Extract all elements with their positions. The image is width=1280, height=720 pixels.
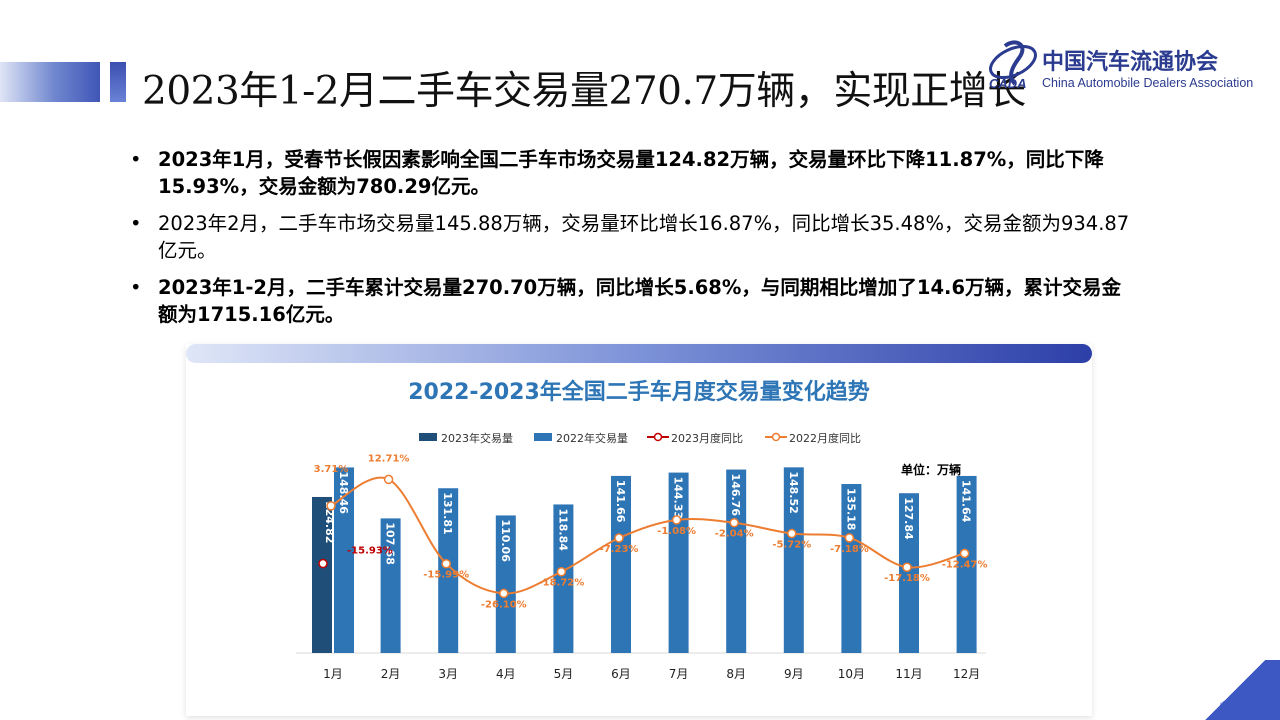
legend-marker <box>771 432 781 442</box>
bullet-dot: • <box>130 276 142 299</box>
bar-2023 <box>312 496 332 653</box>
legend-label: 2023年交易量 <box>441 431 513 445</box>
line-2022-point <box>787 528 797 539</box>
x-tick-label: 4月 <box>496 667 516 681</box>
line-2023-value-label: -15.93% <box>347 546 393 557</box>
line-2022-value-label: -7.23% <box>600 544 639 555</box>
legend-swatch <box>534 433 552 441</box>
bar-2022 <box>841 484 862 653</box>
chart-header-decor <box>186 344 1092 363</box>
x-tick-label: 8月 <box>726 667 746 681</box>
corner-decor <box>1190 660 1280 720</box>
line-2022-value-label: 3.71% <box>314 464 349 475</box>
bullet-text: 2023年1-2月，二手车累计交易量270.70万辆，同比增长5.68%，与同期… <box>158 276 1122 326</box>
line-2022-value-label: -5.72% <box>772 540 811 551</box>
bar-2022 <box>611 475 631 653</box>
cada-logo-mark-text: CADA <box>989 76 1027 91</box>
bar-2022-value-label: 110.06 <box>499 519 512 562</box>
line-2022-point <box>556 566 567 577</box>
bullet-dot: • <box>130 212 142 235</box>
unit-label: 单位：万辆 <box>901 462 961 477</box>
monthly-volume-chart: 2022-2023年全国二手车月度交易量变化趋势 2023年交易量 2022年交易… <box>296 379 988 681</box>
cada-logo-icon: CADA <box>989 40 1037 91</box>
line-2022-point <box>326 501 336 511</box>
line-2022-value-label: -12.47% <box>942 559 988 570</box>
line-2022-value-label: -17.18% <box>884 573 930 584</box>
bar-2022-value-label: 146.76 <box>729 474 742 517</box>
line-2022-value-label: 12.71% <box>368 453 410 464</box>
bullet-text: 2023年2月，二手车市场交易量145.88万辆，交易量环比增长16.87%，同… <box>158 212 1130 262</box>
bar-2022-value-label: 144.33 <box>672 477 685 519</box>
bar-2022-value-label: 141.64 <box>960 480 973 523</box>
legend-label: 2023月度同比 <box>671 431 743 445</box>
line-2022-value-label: -2.04% <box>715 529 754 540</box>
x-tick-label: 3月 <box>438 667 458 681</box>
bar-2022 <box>334 467 354 653</box>
bar-2022-value-label: 127.84 <box>902 497 915 540</box>
legend-marker <box>653 432 663 442</box>
line-2023-point <box>318 558 328 569</box>
bar-2022-value-label: 118.84 <box>556 508 569 551</box>
line-2022-point <box>614 533 624 543</box>
title-decor-accent <box>110 62 126 102</box>
bar-2022-value-label: 131.81 <box>441 492 454 534</box>
bar-2022 <box>726 469 747 653</box>
line-2022-point <box>499 588 509 599</box>
line-2022-point <box>844 533 855 543</box>
bar-2022-value-label: 107.68 <box>384 522 397 564</box>
bar-2022 <box>956 475 977 653</box>
legend-label: 2022年交易量 <box>556 431 628 445</box>
bullet-item: • 2023年1月，受春节长假因素影响全国二手车市场交易量124.82万辆，交易量… <box>130 146 1130 200</box>
cada-logo: CADA 中国汽车流通协会 China Automobile Dealers A… <box>985 36 1253 96</box>
legend-swatch <box>419 433 437 441</box>
x-tick-label: 7月 <box>669 667 689 681</box>
line-2022-point <box>729 517 739 528</box>
line-2022-value-label: -7.18% <box>830 544 869 555</box>
bar-2022 <box>783 467 804 653</box>
bullet-text: 2023年1月，受春节长假因素影响全国二手车市场交易量124.82万辆，交易量环… <box>158 148 1104 198</box>
bar-2022-value-label: 141.66 <box>614 480 627 523</box>
bar-2022-value-label: 135.18 <box>844 488 857 530</box>
bar-2022-value-label: 148.52 <box>787 471 800 513</box>
logo-english-name: China Automobile Dealers Association <box>1042 76 1254 90</box>
bar-2022-value-label: 148.46 <box>337 471 350 514</box>
x-tick-label: 9月 <box>784 667 804 681</box>
title-decor-bar <box>0 62 100 102</box>
bullet-item: • 2023年1-2月，二手车累计交易量270.70万辆，同比增长5.68%，与同… <box>130 274 1130 328</box>
bar-2022 <box>380 518 401 653</box>
bullet-list: • 2023年1月，受春节长假因素影响全国二手车市场交易量124.82万辆，交易量… <box>130 146 1130 338</box>
x-tick-label: 10月 <box>838 667 865 681</box>
x-tick-label: 5月 <box>554 667 574 681</box>
chart-legend: 2023年交易量 2022年交易量 2023月度同比 2022月度同比 <box>419 431 861 445</box>
page-title: 2023年1-2月二手车交易量270.7万辆，实现正增长 <box>142 69 1026 114</box>
bullet-dot: • <box>130 148 142 171</box>
line-2022-point <box>959 548 970 559</box>
bar-2022 <box>899 493 919 653</box>
line-2022-point <box>671 515 682 525</box>
line-2022-value-label: -18.72% <box>538 578 584 589</box>
bar-2022 <box>553 504 574 653</box>
x-tick-label: 1月 <box>323 667 343 681</box>
x-tick-label: 11月 <box>895 667 922 681</box>
x-tick-label: 6月 <box>611 667 631 681</box>
x-tick-label: 12月 <box>953 667 980 681</box>
line-2022-point <box>383 474 394 485</box>
line-2022-value-label: -15.99% <box>423 570 469 581</box>
bar-2023-value-label: 124.82 <box>323 501 336 543</box>
logo-chinese-name: 中国汽车流通协会 <box>1042 49 1219 75</box>
bullet-item: • 2023年2月，二手车市场交易量145.88万辆，交易量环比增长16.87%，… <box>130 210 1130 264</box>
chart-title: 2022-2023年全国二手车月度交易量变化趋势 <box>408 379 870 405</box>
bar-2022 <box>438 488 459 653</box>
line-2022-value-label: -26.10% <box>481 599 527 610</box>
bar-2022 <box>495 515 516 653</box>
line-2022-point <box>441 558 451 569</box>
line-2022-point <box>902 562 912 572</box>
legend-label: 2022月度同比 <box>789 431 861 445</box>
line-2022-value-label: -1.08% <box>657 526 696 537</box>
x-tick-label: 2月 <box>381 667 401 681</box>
